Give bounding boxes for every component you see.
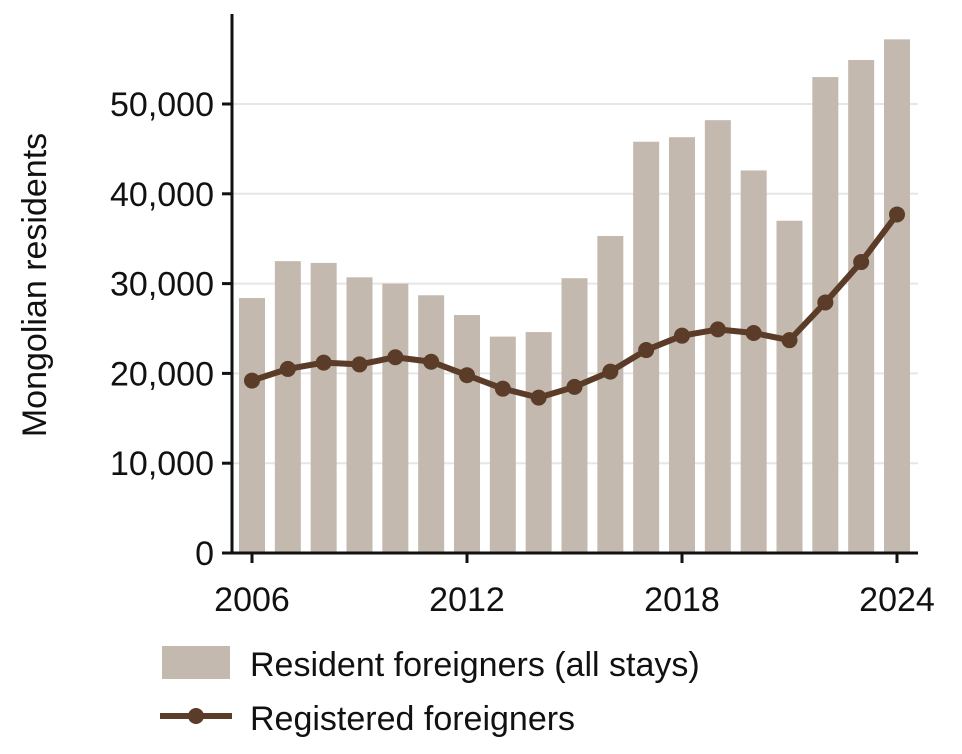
bar — [597, 236, 624, 554]
line-point — [674, 327, 690, 344]
line-point — [745, 324, 762, 341]
bar — [776, 220, 803, 554]
line-point — [387, 349, 404, 366]
line-point — [566, 378, 583, 395]
legend-label-line: Registered foreigners — [250, 700, 575, 738]
line-point — [244, 372, 260, 389]
y-axis-ticks: 0 10,000 20,000 30,000 40,000 50,000 — [110, 86, 232, 573]
x-tick-label: 2012 — [429, 581, 505, 619]
line-point — [351, 356, 368, 373]
bar — [454, 315, 480, 553]
line-point — [602, 363, 619, 380]
line-point — [423, 353, 440, 370]
bar — [525, 332, 552, 553]
bar — [740, 170, 767, 553]
line-series — [244, 206, 905, 406]
legend: Resident foreigners (all stays) Register… — [160, 646, 700, 738]
bar — [848, 59, 875, 554]
y-tick-label: 50,000 — [110, 86, 214, 124]
line-point — [494, 380, 511, 397]
y-axis-title: Mongolian residents — [16, 133, 54, 437]
line-point — [530, 389, 547, 406]
line-point — [638, 342, 655, 359]
line-point — [315, 354, 332, 371]
y-tick-label: 0 — [195, 535, 214, 573]
legend-label-bars: Resident foreigners (all stays) — [250, 646, 700, 684]
y-tick-label: 40,000 — [110, 176, 214, 214]
bar — [382, 283, 409, 553]
bar — [346, 277, 373, 553]
y-tick-label: 30,000 — [110, 266, 214, 304]
bar — [274, 261, 301, 553]
bar — [418, 295, 445, 553]
y-tick-label: 20,000 — [110, 355, 214, 393]
bar — [489, 336, 516, 553]
bar — [310, 262, 337, 553]
line-point — [459, 367, 475, 384]
x-tick-label: 2024 — [859, 581, 935, 619]
line-point — [853, 254, 870, 271]
bar — [884, 39, 910, 554]
line-point — [889, 206, 905, 223]
line-point — [817, 294, 834, 311]
x-tick-label: 2018 — [644, 581, 720, 619]
line-point — [709, 321, 726, 338]
y-tick-label: 10,000 — [110, 445, 214, 483]
legend-swatch-marker — [188, 708, 204, 724]
bar — [669, 137, 695, 553]
x-axis-ticks: 2006 2012 2018 2024 — [214, 553, 935, 619]
bar-series — [239, 39, 910, 554]
x-tick-label: 2006 — [214, 581, 290, 619]
line-point — [781, 332, 798, 349]
bar — [239, 297, 265, 553]
bar — [561, 278, 588, 553]
legend-swatch-bars — [162, 646, 230, 679]
line-point — [279, 360, 296, 377]
